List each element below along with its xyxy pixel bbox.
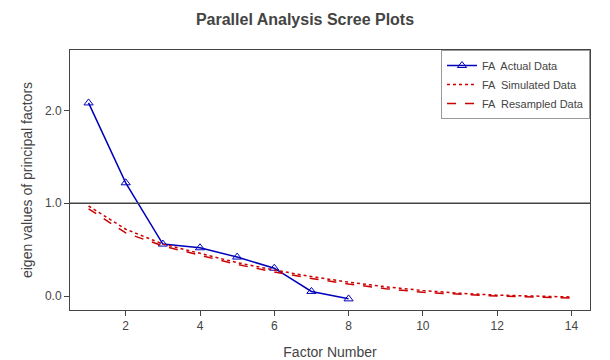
svg-text:eigen values of principal fact: eigen values of principal factors [19, 82, 35, 278]
svg-text:FA Actual Data: FA Actual Data [482, 60, 558, 72]
svg-text:8: 8 [345, 319, 352, 333]
svg-text:0.0: 0.0 [45, 289, 62, 303]
svg-text:Parallel Analysis Scree Plots: Parallel Analysis Scree Plots [196, 11, 414, 28]
svg-text:FA Simulated Data: FA Simulated Data [482, 79, 577, 91]
svg-text:6: 6 [271, 319, 278, 333]
svg-text:10: 10 [416, 319, 430, 333]
svg-text:1.0: 1.0 [45, 196, 62, 210]
svg-text:Factor Number: Factor Number [283, 344, 377, 360]
svg-text:4: 4 [197, 319, 204, 333]
svg-text:2.0: 2.0 [45, 104, 62, 118]
svg-text:14: 14 [565, 319, 579, 333]
svg-text:FA Resampled Data: FA Resampled Data [482, 98, 584, 110]
svg-text:12: 12 [490, 319, 504, 333]
svg-text:2: 2 [122, 319, 129, 333]
